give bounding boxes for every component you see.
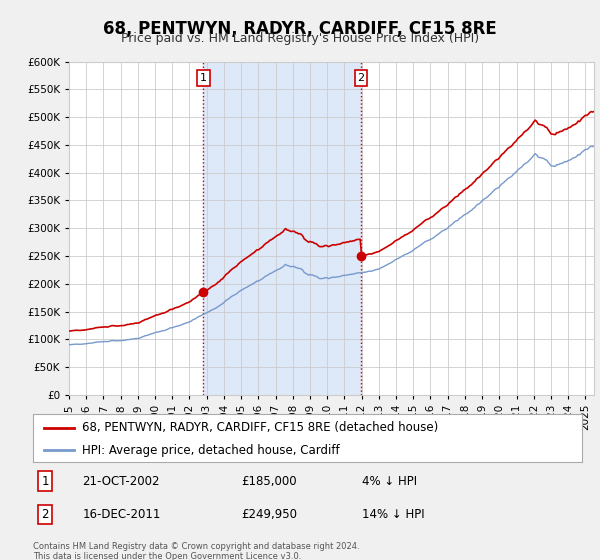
Text: £185,000: £185,000 — [242, 474, 297, 488]
Text: 16-DEC-2011: 16-DEC-2011 — [82, 508, 161, 521]
Text: 4% ↓ HPI: 4% ↓ HPI — [362, 474, 418, 488]
Text: 2: 2 — [41, 508, 49, 521]
Text: 1: 1 — [200, 73, 207, 83]
Text: 68, PENTWYN, RADYR, CARDIFF, CF15 8RE (detached house): 68, PENTWYN, RADYR, CARDIFF, CF15 8RE (d… — [82, 421, 439, 434]
Text: 1: 1 — [41, 474, 49, 488]
Text: £249,950: £249,950 — [242, 508, 298, 521]
Text: Price paid vs. HM Land Registry's House Price Index (HPI): Price paid vs. HM Land Registry's House … — [121, 32, 479, 45]
Text: 2: 2 — [358, 73, 364, 83]
Text: HPI: Average price, detached house, Cardiff: HPI: Average price, detached house, Card… — [82, 444, 340, 456]
Text: 14% ↓ HPI: 14% ↓ HPI — [362, 508, 425, 521]
Text: 21-OCT-2002: 21-OCT-2002 — [82, 474, 160, 488]
Text: 68, PENTWYN, RADYR, CARDIFF, CF15 8RE: 68, PENTWYN, RADYR, CARDIFF, CF15 8RE — [103, 20, 497, 38]
Text: Contains HM Land Registry data © Crown copyright and database right 2024.
This d: Contains HM Land Registry data © Crown c… — [33, 542, 359, 560]
Bar — [203, 62, 361, 395]
